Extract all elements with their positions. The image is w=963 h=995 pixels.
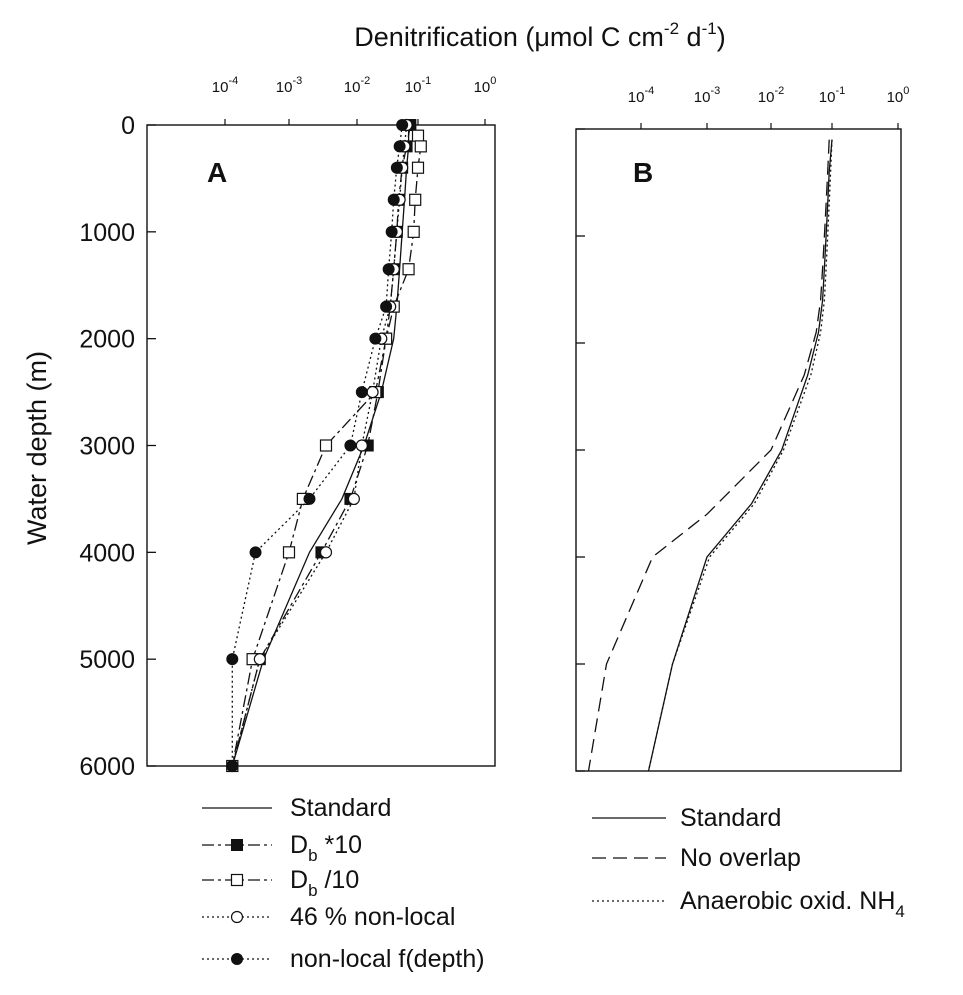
marker-open-square bbox=[414, 140, 427, 153]
marker-filled-circle bbox=[396, 119, 409, 131]
y-tick-label: 0 bbox=[121, 112, 135, 140]
marker-filled-circle bbox=[355, 386, 368, 399]
y-tick-label: 3000 bbox=[79, 433, 135, 461]
x-tick-label: 10-1 bbox=[819, 85, 845, 106]
y-tick-label: 6000 bbox=[79, 753, 135, 781]
series-line bbox=[231, 135, 422, 767]
figure-title-exp2: -1 bbox=[702, 19, 717, 38]
marker-filled-circle bbox=[380, 300, 393, 313]
series-line bbox=[647, 139, 833, 772]
x-tick-label: 10-3 bbox=[276, 75, 302, 96]
figure-title: Denitrification (μmol C cm-2 d-1) bbox=[354, 19, 725, 52]
x-tick-label: 10-1 bbox=[405, 75, 431, 96]
panel-a-x-ticks: 10-4 10-3 10-2 10-1 100 bbox=[212, 75, 497, 125]
legend-a-label: Db /10 bbox=[290, 866, 359, 900]
marker-filled-circle bbox=[231, 953, 243, 965]
marker-open-square bbox=[402, 263, 415, 276]
marker-filled-circle bbox=[303, 492, 316, 505]
marker-filled-circle bbox=[344, 439, 357, 452]
legend-a-label: Standard bbox=[290, 794, 391, 822]
marker-filled-circle bbox=[226, 653, 239, 666]
marker-filled-circle bbox=[387, 193, 400, 206]
marker-filled-circle bbox=[226, 760, 239, 772]
marker-open-circle bbox=[253, 653, 266, 666]
series-line bbox=[587, 139, 830, 772]
marker-open-circle bbox=[319, 546, 333, 559]
x-tick-label: 10-2 bbox=[344, 75, 370, 96]
figure-title-exp1: -2 bbox=[664, 19, 679, 38]
marker-open-square bbox=[411, 161, 425, 174]
marker-filled-circle bbox=[382, 263, 395, 276]
marker-open-square bbox=[409, 193, 422, 206]
legend-a-label: 46 % non-local bbox=[290, 903, 455, 931]
marker-filled-square bbox=[231, 839, 243, 851]
series-line bbox=[231, 124, 408, 767]
figure-title-close: ) bbox=[717, 22, 726, 52]
series-line bbox=[231, 124, 403, 766]
panel-b: 10-4 10-3 10-2 10-1 100 B bbox=[575, 85, 910, 772]
figure-title-main: Denitrification (μmol C cm bbox=[354, 22, 664, 52]
y-tick-label: 1000 bbox=[79, 219, 135, 247]
panel-b-frame bbox=[575, 128, 902, 772]
legend-a-label: non-local f(depth) bbox=[290, 945, 485, 973]
marker-filled-circle bbox=[385, 225, 398, 238]
x-tick-label: 100 bbox=[474, 75, 497, 96]
legend-b-label: Standard bbox=[680, 804, 781, 832]
x-tick-label: 10-4 bbox=[212, 75, 238, 96]
marker-filled-circle bbox=[390, 161, 403, 174]
panel-b-series bbox=[587, 139, 833, 772]
marker-open-circle bbox=[347, 492, 360, 506]
marker-open-circle bbox=[355, 439, 368, 452]
marker-open-square bbox=[411, 129, 425, 142]
marker-open-circle bbox=[230, 910, 244, 924]
y-axis-label: Water depth (m) bbox=[22, 351, 52, 545]
legend-b: Standard No overlap Anaerobic oxid. NH4 bbox=[592, 804, 905, 921]
legend-b-label: Anaerobic oxid. NH4 bbox=[680, 887, 905, 921]
legend-a-label: Db *10 bbox=[290, 831, 362, 865]
x-tick-label: 10-3 bbox=[694, 85, 720, 106]
y-tick-label: 2000 bbox=[79, 326, 135, 354]
marker-filled-circle bbox=[369, 332, 382, 345]
marker-open-circle bbox=[366, 385, 379, 399]
panel-b-x-ticks: 10-4 10-3 10-2 10-1 100 bbox=[628, 85, 910, 129]
x-tick-label: 10-4 bbox=[628, 85, 654, 106]
marker-filled-circle bbox=[393, 140, 406, 153]
y-tick-label: 5000 bbox=[79, 646, 135, 674]
legend-b-label: No overlap bbox=[680, 844, 801, 872]
marker-open-square bbox=[319, 439, 333, 452]
marker-open-square bbox=[282, 546, 296, 559]
marker-filled-circle bbox=[249, 546, 262, 559]
panel-a-label: A bbox=[207, 157, 227, 188]
series-line bbox=[647, 139, 833, 772]
x-tick-label: 100 bbox=[887, 85, 910, 106]
panel-a-y-ticks: 0 1000 2000 3000 4000 5000 6000 bbox=[79, 112, 156, 781]
panel-a-series bbox=[226, 118, 427, 773]
x-tick-label: 10-2 bbox=[758, 85, 784, 106]
figure-title-mid: d bbox=[679, 22, 702, 52]
marker-open-square bbox=[407, 225, 420, 238]
panel-b-label: B bbox=[633, 157, 653, 188]
marker-open-square bbox=[230, 873, 244, 887]
y-tick-label: 4000 bbox=[79, 539, 135, 567]
panel-b-y-ticks bbox=[576, 128, 585, 772]
